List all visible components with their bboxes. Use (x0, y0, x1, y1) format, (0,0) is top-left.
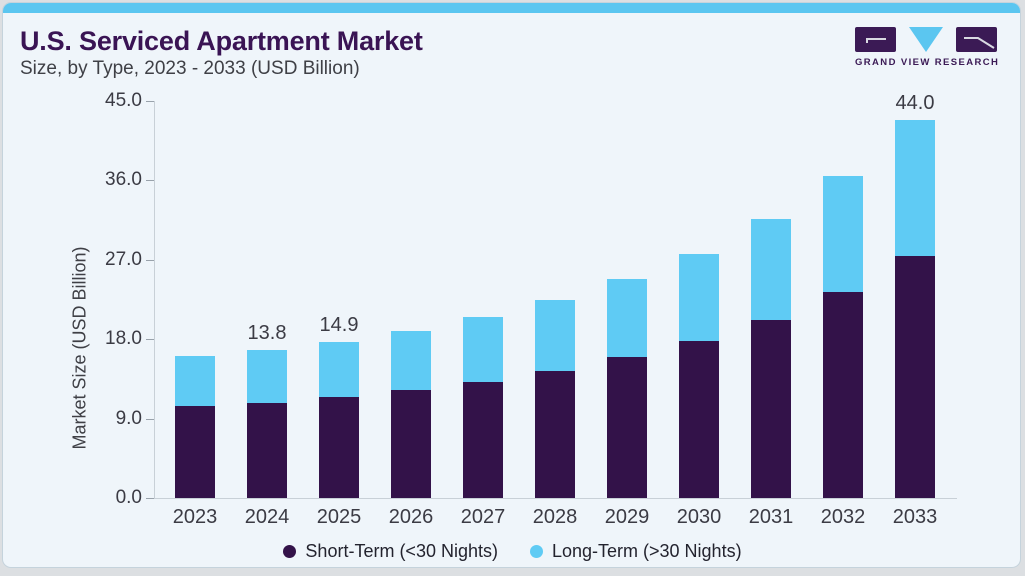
y-tick-label: 18.0 (105, 328, 142, 349)
bar-short-term-2027 (463, 381, 503, 498)
bar-short-term-2028 (535, 370, 575, 498)
y-tick-label: 9.0 (115, 408, 142, 429)
x-axis-line (148, 498, 957, 499)
y-axis-tick (146, 498, 154, 499)
bar-short-term-2031 (751, 319, 791, 498)
x-tick-label-2027: 2027 (460, 506, 506, 528)
card-top-accent-bar (3, 3, 1020, 13)
bar-short-term-2030 (679, 340, 719, 498)
x-tick-label-2023: 2023 (172, 506, 218, 528)
long-term-legend-dot-icon (529, 545, 543, 558)
legend-item-short-term: Short-Term (<30 Nights) (283, 541, 498, 562)
legend-item-long-term: Long-Term (>30 Nights) (529, 541, 742, 562)
page-title: U.S. Serviced Apartment Market (20, 26, 423, 56)
gvr-logo-g-icon (855, 27, 896, 52)
gvr-logo-v-icon (909, 27, 943, 52)
bar-short-term-2033 (895, 256, 935, 498)
y-axis-tick (146, 101, 154, 102)
bar-short-term-2032 (823, 291, 863, 498)
bar-short-term-2023 (175, 406, 215, 498)
x-tick-label-2030: 2030 (676, 506, 722, 528)
bar-long-term-2025 (319, 341, 359, 397)
bar-short-term-2026 (391, 390, 431, 498)
bar-long-term-2031 (751, 219, 791, 320)
x-tick-label-2032: 2032 (820, 506, 866, 528)
x-tick-label-2029: 2029 (604, 506, 650, 528)
y-axis-line (154, 101, 155, 498)
short-term-legend-dot-icon (283, 545, 297, 558)
bar-long-term-2023 (175, 355, 215, 407)
legend-label-long-term: Long-Term (>30 Nights) (551, 541, 742, 561)
bar-long-term-2027 (463, 317, 503, 382)
y-tick-label: 27.0 (105, 249, 142, 270)
x-tick-label-2025: 2025 (316, 506, 362, 528)
x-tick-label-2028: 2028 (532, 506, 578, 528)
y-axis-tick (146, 339, 154, 340)
y-axis-tick (146, 419, 154, 420)
bar-long-term-2030 (679, 253, 719, 341)
bar-long-term-2029 (607, 279, 647, 357)
bar-value-label-2024: 13.8 (247, 321, 287, 344)
y-axis-tick (146, 180, 154, 181)
bar-long-term-2033 (895, 120, 935, 257)
chart-legend: Short-Term (<30 Nights) Long-Term (>30 N… (0, 541, 1025, 562)
y-tick-label: 0.0 (115, 487, 142, 508)
bar-short-term-2024 (247, 402, 287, 498)
gvr-logo-r-icon (956, 27, 997, 52)
y-tick-label: 36.0 (105, 169, 142, 190)
bar-long-term-2032 (823, 175, 863, 292)
bar-short-term-2025 (319, 396, 359, 498)
page-subtitle: Size, by Type, 2023 - 2033 (USD Billion) (20, 58, 360, 79)
bar-value-label-2033: 44.0 (895, 92, 935, 115)
bar-short-term-2029 (607, 356, 647, 498)
y-tick-label: 45.0 (105, 90, 142, 111)
bar-long-term-2028 (535, 300, 575, 371)
bar-long-term-2026 (391, 331, 431, 391)
x-tick-label-2024: 2024 (244, 506, 290, 528)
grand-view-research-logo: GRAND VIEW RESEARCH (855, 27, 1000, 68)
x-tick-label-2026: 2026 (388, 506, 434, 528)
gvr-logo-mark (855, 27, 997, 52)
bar-long-term-2024 (247, 349, 287, 403)
bar-value-label-2025: 14.9 (319, 313, 359, 336)
y-axis-tick (146, 260, 154, 261)
y-axis-title: Market Size (USD Billion) (69, 246, 90, 450)
gvr-logo-text: GRAND VIEW RESEARCH (855, 57, 1000, 68)
x-tick-label-2033: 2033 (892, 506, 938, 528)
legend-label-short-term: Short-Term (<30 Nights) (305, 541, 498, 561)
x-tick-label-2031: 2031 (748, 506, 794, 528)
